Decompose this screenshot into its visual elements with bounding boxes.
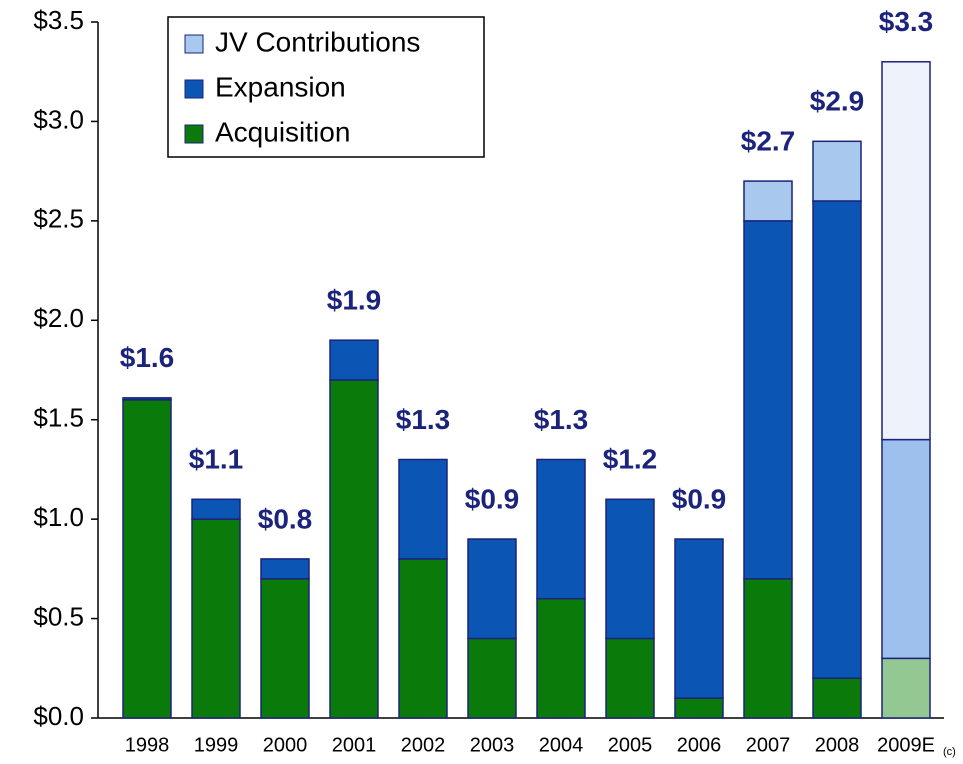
bar-segment — [881, 657, 931, 719]
y-tick-label: $0.0 — [33, 701, 84, 731]
bar-segment — [743, 578, 793, 719]
legend-swatch — [184, 79, 204, 99]
legend-swatch — [184, 124, 204, 144]
bar-segment — [536, 458, 586, 600]
legend-label: Expansion — [215, 71, 346, 102]
x-tick-label: 2005 — [608, 734, 653, 756]
bar-segment — [674, 538, 724, 699]
x-tick-label: 1999 — [194, 734, 239, 756]
x-tick-label: 2007 — [746, 734, 791, 756]
total-label: $2.9 — [810, 86, 865, 117]
y-tick-label: $2.5 — [33, 204, 84, 234]
x-tick-label: 1998 — [125, 734, 170, 756]
legend-swatch — [184, 34, 204, 54]
y-tick-label: $0.5 — [33, 601, 84, 631]
legend-label: Acquisition — [215, 116, 350, 147]
total-label: $1.1 — [189, 444, 244, 475]
bar-segment — [467, 538, 517, 640]
y-tick-label: $1.0 — [33, 502, 84, 532]
bar-segment — [260, 578, 310, 719]
bar-segment — [260, 558, 310, 580]
bar-segment — [536, 597, 586, 719]
annotation: (c) — [943, 746, 956, 758]
bar-segment — [122, 399, 172, 719]
bar-segment — [812, 677, 862, 719]
bar-segment — [674, 697, 724, 719]
y-tick-label: $3.5 — [33, 5, 84, 35]
total-label: $0.9 — [465, 483, 520, 514]
total-label: $1.3 — [396, 404, 451, 435]
bar-segment — [812, 200, 862, 679]
bar-segment — [743, 220, 793, 580]
bar-segment — [398, 458, 448, 560]
total-label: $0.8 — [258, 503, 313, 534]
x-tick-label: 2001 — [332, 734, 377, 756]
x-tick-label: 2009E — [877, 734, 935, 756]
bar-segment — [605, 637, 655, 719]
bar-segment — [743, 180, 793, 222]
x-tick-label: 2004 — [539, 734, 584, 756]
bar-segment — [881, 61, 931, 441]
y-tick-label: $2.0 — [33, 303, 84, 333]
bar-segment — [605, 498, 655, 640]
total-label: $1.3 — [534, 404, 589, 435]
total-label: $1.6 — [120, 342, 175, 373]
bar-segment — [881, 438, 931, 660]
x-tick-label: 2000 — [263, 734, 308, 756]
y-tick-label: $1.5 — [33, 403, 84, 433]
total-label: $2.7 — [741, 125, 796, 156]
total-label: $0.9 — [672, 483, 727, 514]
legend-label: JV Contributions — [215, 26, 420, 57]
y-tick-label: $3.0 — [33, 104, 84, 134]
total-label: $3.3 — [879, 6, 934, 37]
bar-segment — [329, 339, 379, 381]
total-label: $1.9 — [327, 285, 382, 316]
bar-segment — [467, 637, 517, 719]
legend-box — [167, 16, 485, 158]
bar-segment — [812, 140, 862, 202]
x-tick-label: 2002 — [401, 734, 446, 756]
bar-segment — [122, 397, 172, 401]
bar-segment — [191, 518, 241, 719]
total-label: $1.2 — [603, 444, 658, 475]
x-tick-label: 2003 — [470, 734, 515, 756]
bar-segment — [329, 379, 379, 719]
bar-segment — [398, 558, 448, 719]
x-tick-label: 2006 — [677, 734, 722, 756]
bar-segment — [191, 498, 241, 520]
x-tick-label: 2008 — [815, 734, 860, 756]
